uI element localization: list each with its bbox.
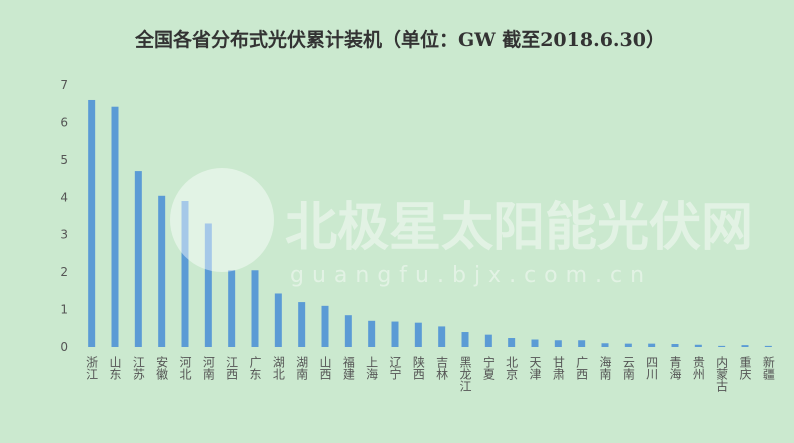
bar-24 <box>648 343 656 347</box>
bar-9 <box>298 302 306 347</box>
category-label: 天津 <box>528 356 542 380</box>
y-tick-label: 4 <box>60 190 68 204</box>
y-tick-label: 5 <box>60 153 68 167</box>
category-label: 黑龙江 <box>458 356 472 392</box>
bar-5 <box>204 223 212 347</box>
category-label: 山西 <box>318 356 332 380</box>
category-label: 吉林 <box>435 356 449 380</box>
bar-14 <box>414 322 422 347</box>
category-label: 广东 <box>248 356 262 380</box>
watermark-emblem-icon <box>170 168 274 272</box>
category-label: 湖北 <box>271 355 285 381</box>
bar-1 <box>111 106 119 347</box>
bar-19 <box>531 339 539 347</box>
category-label: 云南 <box>621 356 635 380</box>
category-label: 重庆 <box>738 356 752 380</box>
category-label: 宁夏 <box>481 355 495 380</box>
bar-4 <box>181 201 189 347</box>
category-label: 福建 <box>341 355 355 381</box>
bar-28 <box>741 345 749 347</box>
x-axis: 浙江 山东 江苏 安徽 河北 河南 江西 广东 湖北 湖南 山西 福建 上海 辽宁 陕西 吉林 黑龙江 宁夏 北京天… <box>85 355 776 392</box>
bar-17 <box>484 334 492 347</box>
y-tick-label: 0 <box>60 340 68 354</box>
bar-26 <box>694 344 702 347</box>
bar-15 <box>438 326 446 347</box>
bar-8 <box>274 293 282 347</box>
category-label: 浙江 <box>85 356 99 380</box>
category-label: 辽宁 <box>388 356 402 380</box>
category-label: 海南 <box>598 355 612 380</box>
bar-11 <box>344 315 352 347</box>
y-axis: 0 1 2 3 4 5 6 7 <box>60 78 68 354</box>
bar-20 <box>554 340 562 347</box>
bar-12 <box>368 320 376 347</box>
bar-21 <box>578 340 586 347</box>
bar-18 <box>508 338 516 347</box>
category-label: 内蒙古 <box>715 356 729 392</box>
y-tick-label: 1 <box>60 303 68 317</box>
category-label: 甘肃 <box>551 356 565 381</box>
category-label: 上海 <box>365 356 379 380</box>
bar-3 <box>158 195 166 347</box>
category-label: 河北 <box>178 356 192 381</box>
bar-0 <box>88 99 96 347</box>
category-label: 贵州 <box>691 356 705 380</box>
category-label: 四川 <box>645 356 659 380</box>
watermark-logo: 北极星太阳能光伏网 guangfu.bjx.com.cn <box>170 168 753 288</box>
bar-6 <box>228 270 236 347</box>
bar-7 <box>251 270 259 347</box>
bars <box>88 99 772 347</box>
category-label: 广西 <box>575 356 589 380</box>
bar-27 <box>718 345 726 347</box>
category-label: 新疆 <box>761 355 775 380</box>
bar-16 <box>461 332 469 347</box>
y-tick-label: 6 <box>60 115 68 129</box>
y-tick-label: 2 <box>60 265 68 279</box>
y-tick-label: 3 <box>60 228 68 242</box>
bar-29 <box>764 345 772 347</box>
category-label: 安徽 <box>155 355 169 380</box>
category-label: 河南 <box>201 356 215 380</box>
bar-13 <box>391 321 399 347</box>
bar-22 <box>601 343 609 347</box>
bar-10 <box>321 305 329 347</box>
category-label: 江苏 <box>131 356 145 380</box>
bar-25 <box>671 344 679 347</box>
category-label: 陕西 <box>411 355 425 380</box>
y-tick-label: 7 <box>60 78 68 92</box>
bar-2 <box>134 171 142 347</box>
chart-title: 全国各省分布式光伏累计装机（单位：GW 截至2018.6.30） <box>134 28 665 51</box>
category-label: 山东 <box>108 356 122 380</box>
category-label: 青海 <box>668 356 682 380</box>
bar-23 <box>624 343 632 347</box>
category-label: 湖南 <box>295 355 309 380</box>
watermark-name: 北极星太阳能光伏网 <box>285 198 753 258</box>
watermark-url: guangfu.bjx.com.cn <box>290 263 652 288</box>
category-label: 江西 <box>225 356 239 380</box>
category-label: 北京 <box>505 356 519 381</box>
